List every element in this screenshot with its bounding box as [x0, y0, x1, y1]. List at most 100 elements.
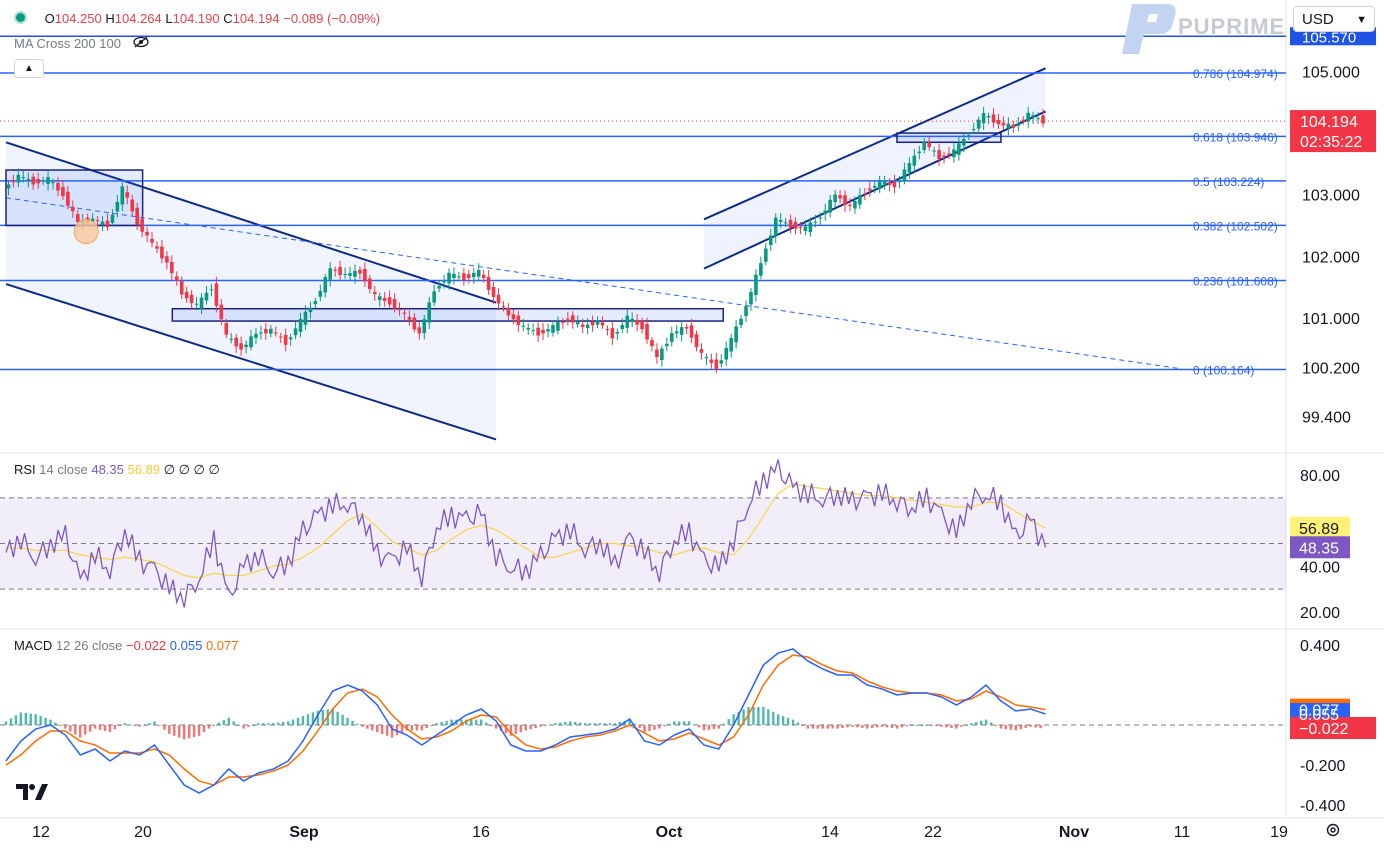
macd-histogram-bar [232, 721, 235, 725]
macd-histogram-bar [727, 719, 730, 725]
candle-body [981, 113, 986, 124]
candle-body [546, 329, 550, 332]
macd-histogram-bar [272, 723, 275, 725]
macd-histogram-bar [880, 725, 884, 727]
candle-body [11, 180, 16, 183]
macd-histogram-bar [400, 725, 404, 733]
zone-box [171, 307, 725, 322]
macd-histogram-bar [697, 725, 701, 728]
macd-histogram-bar [484, 722, 488, 725]
candle-body [269, 328, 273, 334]
macd-histogram-bar [791, 719, 795, 725]
macd-histogram-bar [1024, 725, 1027, 728]
collapse-legend-button[interactable]: ▲ [14, 59, 44, 78]
macd-histogram-bar [103, 725, 107, 731]
macd-histogram-bar [296, 717, 300, 725]
macd-histogram-bar [138, 725, 141, 727]
macd-histogram-bar [767, 709, 770, 725]
currency-select[interactable]: USD ▼ [1293, 6, 1375, 32]
macd-histogram-bar [173, 725, 176, 736]
macd-histogram-bar [821, 725, 824, 729]
macd-histogram-bar [311, 712, 315, 725]
macd-histogram-bar [480, 719, 483, 725]
candle-body [674, 331, 679, 334]
time-tick-label: Oct [656, 824, 683, 841]
candle-body [462, 273, 466, 281]
candle-body [580, 324, 585, 327]
macd-histogram-bar [687, 721, 691, 725]
macd-histogram-bar [470, 719, 473, 725]
macd-histogram-bar [717, 725, 720, 729]
macd-histogram-bar [866, 725, 869, 729]
macd-histogram-bar [351, 720, 354, 725]
gear-icon[interactable] [1325, 822, 1341, 843]
macd-histogram-bar [806, 725, 810, 729]
highlight-marker [73, 219, 99, 245]
candle-body [887, 182, 892, 186]
candle-body [808, 222, 813, 233]
candle-body [645, 323, 649, 340]
macd-histogram-bar [742, 709, 745, 725]
macd-histogram-bar [811, 725, 815, 729]
rsi-legend[interactable]: RSI 14 close 48.35 56.89 ∅ ∅ ∅ ∅ [14, 462, 220, 478]
candle-body [600, 322, 605, 326]
candle-body [531, 330, 535, 332]
macd-histogram-bar [722, 723, 725, 725]
macd-histogram-bar [658, 725, 661, 729]
candle-body [110, 214, 115, 223]
macd-histogram-bar [648, 725, 651, 731]
macd-histogram-bar [950, 725, 953, 728]
macd-histogram-bar [1029, 725, 1032, 727]
macd-histogram-bar [1034, 725, 1037, 728]
macd-histogram-bar [772, 711, 775, 725]
macd-hist-badge-text: −0.022 [1299, 721, 1348, 738]
macd-histogram-bar [588, 723, 592, 725]
candle-body [724, 347, 729, 360]
candle-body [486, 277, 491, 290]
macd-histogram-bar [628, 719, 631, 725]
macd-legend[interactable]: MACD 12 26 close −0.022 0.055 0.077 [14, 638, 239, 653]
macd-histogram-bar [158, 725, 161, 726]
macd-tick-label: 0.400 [1300, 638, 1340, 655]
open-label: O [44, 11, 55, 26]
last-price-countdown: 02:35:22 [1300, 134, 1362, 151]
macd-histogram-bar [54, 722, 57, 725]
macd-histogram-bar [593, 723, 597, 725]
eye-off-icon[interactable] [132, 36, 149, 51]
macd-histogram-bar [395, 725, 399, 736]
macd-histogram-bar [534, 725, 537, 728]
candle-body [853, 200, 857, 209]
macd-histogram-bar [381, 725, 384, 734]
macd-histogram-bar [539, 725, 542, 727]
ma-cross-legend[interactable]: MA Cross 200 100 [14, 36, 149, 51]
candle-body [46, 177, 50, 184]
candle-body [219, 304, 224, 320]
macd-histogram-bar [925, 725, 928, 726]
candle-body [264, 328, 268, 334]
macd-histogram-bar [183, 725, 186, 740]
price-tick-label: 99.400 [1302, 410, 1351, 427]
macd-histogram-bar [237, 725, 240, 726]
candle-body [937, 150, 941, 160]
rsi-empty-values: ∅ ∅ ∅ ∅ [163, 462, 220, 477]
chevron-down-icon: ▼ [1356, 14, 1367, 26]
candle-body [848, 204, 852, 206]
candle-body [640, 320, 644, 330]
candle-body [575, 322, 580, 325]
candle-body [957, 143, 961, 155]
zone-box [896, 132, 1002, 144]
macd-histogram-bar [321, 710, 324, 725]
macd-histogram-bar [390, 725, 394, 738]
macd-signal-line [5, 654, 1046, 786]
tradingview-logo-icon[interactable] [16, 782, 48, 808]
macd-histogram-bar [559, 722, 562, 725]
macd-histogram-bar [192, 725, 196, 737]
macd-histogram-bar [207, 725, 211, 729]
rsi-pane [0, 459, 1350, 608]
macd-hist-badge [1290, 717, 1376, 739]
rsi-params: 14 close [39, 462, 88, 477]
candle-body [942, 155, 946, 157]
macd-signal-value: 0.077 [205, 638, 239, 653]
ascending-channel-upper [703, 67, 1046, 221]
